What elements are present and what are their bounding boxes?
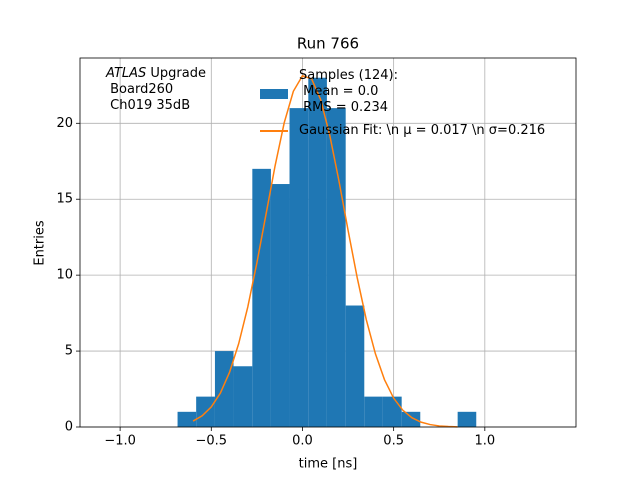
annotation-italic: ATLAS <box>106 66 147 81</box>
bar <box>270 184 290 427</box>
y-tick-label: 15 <box>56 192 73 207</box>
bar <box>382 396 402 427</box>
x-tick-label: 0.5 <box>383 434 404 449</box>
legend-patch <box>260 89 288 99</box>
y-tick-label: 10 <box>56 268 73 283</box>
annotation: ATLAS Upgrade Board260 Ch019 35dB <box>106 66 206 114</box>
fit-line <box>192 74 458 428</box>
bar <box>233 366 253 427</box>
bar <box>177 411 197 427</box>
bar <box>345 305 365 427</box>
x-axis-label: time [ns] <box>299 457 358 472</box>
legend-label: Samples (124): Mean = 0.0 RMS = 0.234 <box>299 68 398 115</box>
x-tick-label: 1.0 <box>474 434 495 449</box>
plot-frame <box>79 57 577 428</box>
bar <box>308 77 327 428</box>
bar <box>252 168 271 427</box>
bar <box>289 108 309 427</box>
y-tick-label: 20 <box>56 116 73 131</box>
x-tick-label: −1.0 <box>104 434 136 449</box>
chart-title: Run 766 <box>297 35 359 53</box>
bar <box>364 396 383 427</box>
bar <box>214 351 234 427</box>
bar <box>401 411 421 427</box>
y-tick-label: 0 <box>65 420 73 435</box>
bar <box>326 108 346 427</box>
x-tick-label: −0.5 <box>196 434 228 449</box>
bar <box>457 411 477 427</box>
y-axis-label: Entries <box>33 220 48 266</box>
legend-label: Gaussian Fit: \n μ = 0.017 \n σ=0.216 <box>299 123 546 138</box>
y-tick-label: 5 <box>65 344 73 359</box>
x-tick-label: 0.0 <box>292 434 313 449</box>
annotation-text: Upgrade Board260 Ch019 35dB <box>110 66 206 113</box>
legend-line <box>260 130 288 132</box>
